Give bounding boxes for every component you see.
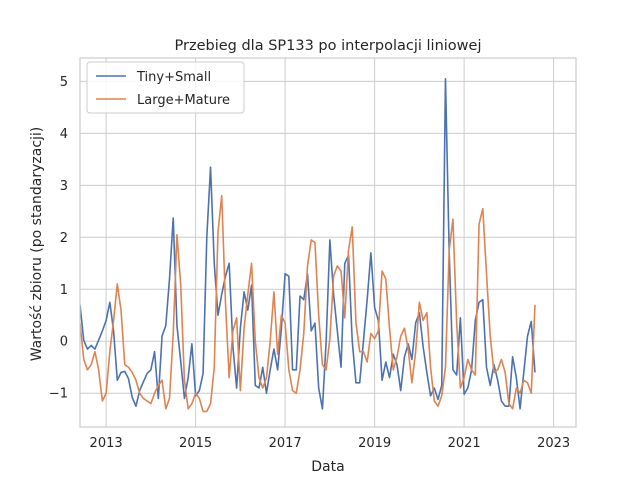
chart-title: Przebieg dla SP133 po interpolacji linio… [175, 38, 482, 54]
x-tick-label: 2015 [179, 436, 212, 451]
legend-box [86, 61, 245, 114]
y-tick-label: 3 [60, 179, 68, 194]
series-lines [80, 77, 536, 413]
x-axis-label: Data [311, 459, 344, 475]
x-tick-label: 2013 [90, 436, 123, 451]
y-axis-label: Wartość zbioru (po standaryzacji) [29, 127, 45, 362]
y-tick-label: 0 [60, 335, 68, 350]
y-tick-label: 1 [60, 283, 68, 298]
y-tick-label: 4 [60, 127, 68, 142]
y-tick-label: 5 [60, 75, 68, 90]
y-tick-label: 2 [60, 231, 68, 246]
x-tick-label: 2021 [448, 436, 481, 451]
legend: Tiny+Small Large+Mature [86, 61, 245, 114]
plot-frame [79, 57, 577, 428]
y-tick-label: −1 [49, 387, 68, 402]
x-tick-label: 2023 [537, 436, 570, 451]
series-line-large-mature [80, 194, 536, 413]
x-tick-label: 2017 [269, 436, 302, 451]
legend-label-large-mature: Large+Mature [137, 93, 230, 108]
x-tick-label: 2019 [358, 436, 391, 451]
y-tick-labels: −1 0 1 2 3 4 5 [49, 75, 68, 402]
legend-label-tiny-small: Tiny+Small [136, 70, 211, 85]
x-tick-labels: 2013 2015 2017 2019 2021 2023 [90, 436, 571, 451]
